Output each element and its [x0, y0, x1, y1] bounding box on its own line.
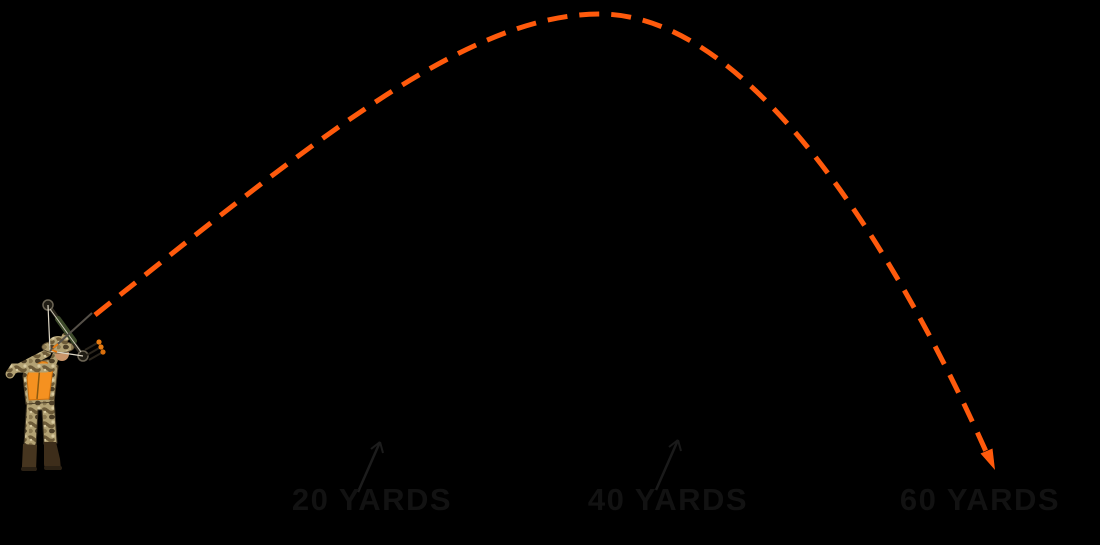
archer-figure — [5, 299, 106, 471]
arrow-stake-icon — [356, 441, 384, 493]
distance-markers: 20 YARDS 40 YARDS 60 YARDS — [292, 439, 1060, 517]
distance-label-40-yards: 40 YARDS — [588, 482, 748, 517]
distance-label-20-yards: 20 YARDS — [292, 482, 452, 517]
archer-boots-icon — [21, 442, 62, 471]
distance-label-60-yards: 60 YARDS — [900, 482, 1060, 517]
trajectory-path — [93, 11, 991, 458]
archer-legs — [23, 397, 58, 448]
arrow-stake-icon — [654, 439, 682, 491]
archer-draw-forearm — [8, 349, 51, 375]
quiver-icon — [84, 339, 106, 361]
trajectory-arrowhead-icon — [980, 448, 995, 470]
compound-bow-icon — [42, 299, 106, 362]
